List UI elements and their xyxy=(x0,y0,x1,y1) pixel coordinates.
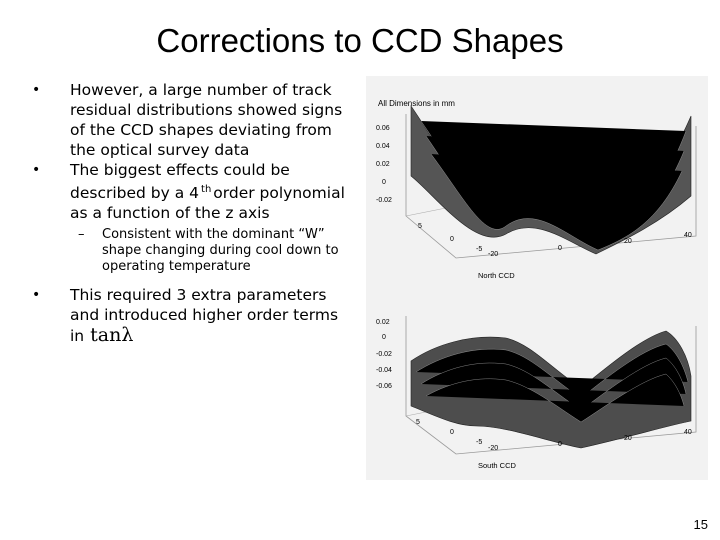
bullet-text: order polynomial as a function of the z … xyxy=(70,184,345,222)
north-y-tick: -5 xyxy=(476,246,482,253)
bullet-text: The biggest effects could be described b… xyxy=(70,161,290,202)
bullet-item: • The biggest effects could be described… xyxy=(28,160,348,223)
bullet-dot: • xyxy=(32,162,41,178)
bullet-text: However, a large number of track residua… xyxy=(70,81,343,159)
bullet-list: • However, a large number of track resid… xyxy=(28,80,348,346)
sub-bullet-item: – Consistent with the dominant “W” shape… xyxy=(28,227,348,275)
north-mesh xyxy=(420,120,687,251)
south-x-tick: -20 xyxy=(488,445,498,452)
south-ccd-plot: 0.02 0 -0.02 -0.04 -0.06 5 0 -5 -20 0 20… xyxy=(376,316,697,470)
north-x-tick: 20 xyxy=(624,238,632,245)
south-x-tick: 20 xyxy=(624,435,632,442)
bullet-item: • This required 3 extra parameters and i… xyxy=(28,285,348,346)
north-ccd-caption: North CCD xyxy=(478,271,515,280)
figure-header: All Dimensions in mm xyxy=(378,99,455,108)
north-z-tick: -0.02 xyxy=(376,197,392,204)
south-y-tick: 0 xyxy=(450,429,454,436)
north-y-tick: 0 xyxy=(450,236,454,243)
south-z-tick: -0.04 xyxy=(376,367,392,374)
north-x-tick: 40 xyxy=(684,232,692,239)
ccd-shape-figure: All Dimensions in mm 0.06 0.04 0.02 0 -0… xyxy=(366,76,708,480)
bullet-item: • However, a large number of track resid… xyxy=(28,80,348,160)
south-y-tick: -5 xyxy=(476,439,482,446)
north-z-tick: 0.02 xyxy=(376,161,390,168)
north-x-tick: -20 xyxy=(488,251,498,258)
plot-box xyxy=(405,316,697,455)
north-y-tick: 5 xyxy=(418,223,422,230)
south-z-tick: -0.02 xyxy=(376,351,392,358)
sub-bullet-dash: – xyxy=(78,227,85,242)
bullet-dot: • xyxy=(32,287,41,303)
north-ccd-plot: 0.06 0.04 0.02 0 -0.02 5 0 -5 -20 0 20 4… xyxy=(376,105,697,280)
slide-title: Corrections to CCD Shapes xyxy=(156,22,564,59)
south-x-tick: 0 xyxy=(558,441,562,448)
bullet-dot: • xyxy=(32,82,41,98)
south-x-tick: 40 xyxy=(684,429,692,436)
north-z-tick: 0.06 xyxy=(376,125,390,132)
south-z-tick: -0.06 xyxy=(376,383,392,390)
south-z-tick: 0 xyxy=(382,334,386,341)
north-z-tick: 0 xyxy=(382,179,386,186)
sub-bullet-text: Consistent with the dominant “W” shape c… xyxy=(102,227,339,274)
page-number: 15 xyxy=(693,517,708,532)
south-mesh xyxy=(415,343,689,423)
plot-box xyxy=(405,114,697,259)
south-ccd-caption: South CCD xyxy=(478,461,517,470)
tan-lambda-math: tanλ xyxy=(90,324,134,346)
surface-plots: All Dimensions in mm 0.06 0.04 0.02 0 -0… xyxy=(376,99,697,470)
ordinal-superscript: th xyxy=(201,184,212,195)
bullet-text: This required 3 extra parameters and int… xyxy=(70,286,339,345)
north-x-tick: 0 xyxy=(558,245,562,252)
north-z-tick: 0.04 xyxy=(376,143,390,150)
south-z-tick: 0.02 xyxy=(376,319,390,326)
south-y-tick: 5 xyxy=(416,419,420,426)
